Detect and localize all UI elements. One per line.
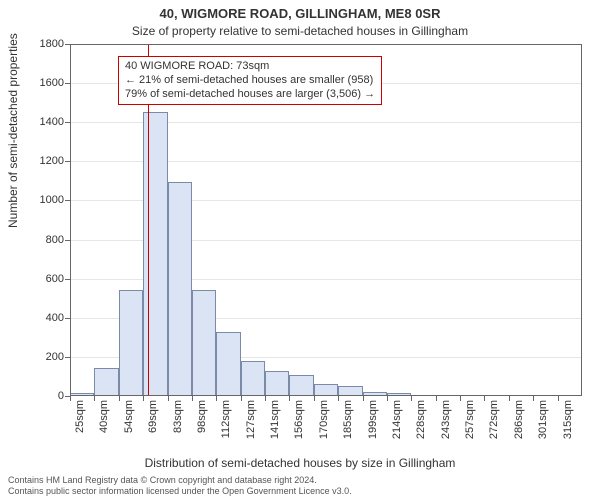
x-tick-mark <box>533 396 534 401</box>
y-tick-label: 400 <box>46 312 64 324</box>
y-tick-label: 800 <box>46 234 64 246</box>
y-tick-label: 1600 <box>40 77 64 89</box>
x-tick-label: 141sqm <box>269 400 281 439</box>
x-tick-label: 83sqm <box>172 400 184 433</box>
x-tick-label: 272sqm <box>488 400 500 439</box>
x-tick-mark <box>143 396 144 401</box>
x-tick-mark <box>289 396 290 401</box>
x-tick-label: 170sqm <box>318 400 330 439</box>
footer-attribution: Contains HM Land Registry data © Crown c… <box>8 475 592 496</box>
y-tick-label: 1400 <box>40 116 64 128</box>
x-tick-label: 54sqm <box>123 400 135 433</box>
chart-title-line1: 40, WIGMORE ROAD, GILLINGHAM, ME8 0SR <box>0 6 600 21</box>
x-tick-mark <box>70 396 71 401</box>
chart-title-line2: Size of property relative to semi-detach… <box>0 24 600 38</box>
y-axis-label: Number of semi-detached properties <box>6 33 20 228</box>
x-tick-mark <box>216 396 217 401</box>
chart-container: 40, WIGMORE ROAD, GILLINGHAM, ME8 0SR Si… <box>0 0 600 500</box>
x-tick-mark <box>509 396 510 401</box>
footer-line-1: Contains HM Land Registry data © Crown c… <box>8 475 592 485</box>
x-tick-mark <box>558 396 559 401</box>
x-tick-mark <box>338 396 339 401</box>
x-tick-mark <box>192 396 193 401</box>
y-tick-label: 200 <box>46 351 64 363</box>
y-tick-label: 0 <box>58 390 64 402</box>
x-tick-label: 69sqm <box>147 400 159 433</box>
x-tick-label: 25sqm <box>74 400 86 433</box>
x-tick-mark <box>460 396 461 401</box>
x-tick-label: 257sqm <box>464 400 476 439</box>
x-tick-label: 199sqm <box>367 400 379 439</box>
x-tick-mark <box>265 396 266 401</box>
x-tick-label: 112sqm <box>220 400 232 438</box>
x-tick-mark <box>119 396 120 401</box>
x-tick-mark <box>387 396 388 401</box>
x-tick-label: 185sqm <box>342 400 354 439</box>
footer-line-2: Contains public sector information licen… <box>8 486 592 496</box>
x-tick-mark <box>168 396 169 401</box>
y-tick-label: 1000 <box>40 194 64 206</box>
x-tick-mark <box>411 396 412 401</box>
plot-area: 02004006008001000120014001600180025sqm40… <box>70 44 582 396</box>
x-tick-mark <box>484 396 485 401</box>
y-tick-label: 1800 <box>40 38 64 50</box>
x-tick-label: 156sqm <box>293 400 305 439</box>
y-tick-label: 600 <box>46 273 64 285</box>
x-tick-label: 286sqm <box>513 400 525 439</box>
y-tick-label: 1200 <box>40 155 64 167</box>
x-tick-label: 301sqm <box>537 400 549 439</box>
x-tick-mark <box>436 396 437 401</box>
x-tick-mark <box>363 396 364 401</box>
x-tick-label: 228sqm <box>415 400 427 439</box>
x-tick-mark <box>94 396 95 401</box>
x-tick-label: 243sqm <box>440 400 452 439</box>
x-tick-mark <box>241 396 242 401</box>
x-tick-label: 98sqm <box>196 400 208 433</box>
x-tick-label: 40sqm <box>98 400 110 433</box>
x-tick-label: 214sqm <box>391 400 403 439</box>
x-tick-label: 127sqm <box>245 400 257 439</box>
x-tick-mark <box>314 396 315 401</box>
plot-border <box>70 44 582 396</box>
x-axis-label: Distribution of semi-detached houses by … <box>0 456 600 470</box>
x-tick-label: 315sqm <box>562 400 574 439</box>
